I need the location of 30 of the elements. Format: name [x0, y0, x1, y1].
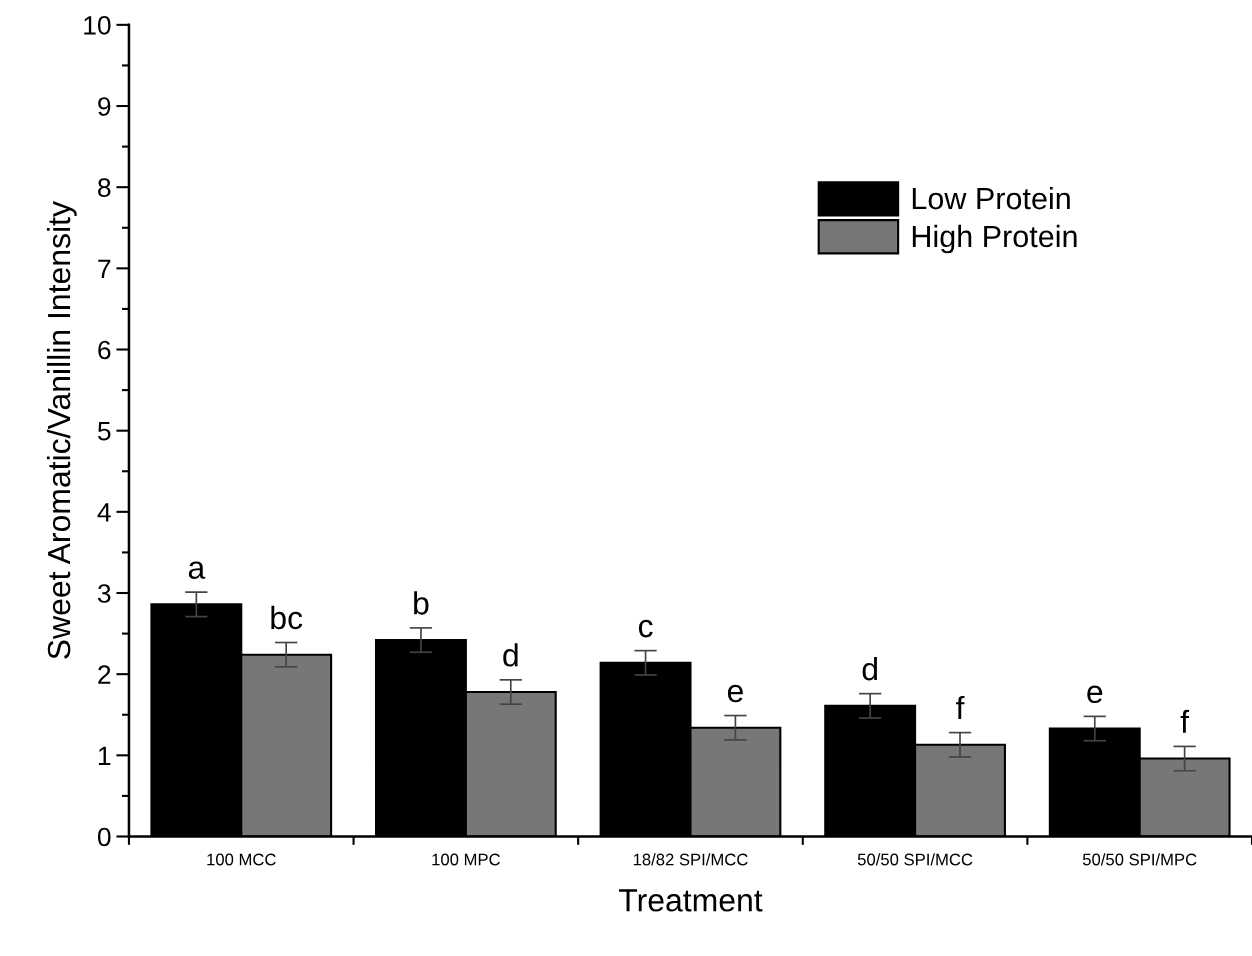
- y-tick-label: 0: [97, 827, 111, 847]
- annotation: c: [638, 619, 653, 638]
- annotation: d: [503, 643, 518, 667]
- y-tick-label: 7: [98, 259, 111, 278]
- y-tick-label: 2: [98, 665, 111, 684]
- y-tick-label: 3: [97, 584, 111, 603]
- annotation: d: [862, 656, 877, 681]
- x-tick-label: 50/50 SPI/MCC: [857, 853, 973, 866]
- y-tick-label: 4: [97, 503, 111, 522]
- y-tick-label: 5: [97, 422, 111, 441]
- annotation: b: [414, 591, 429, 615]
- annotation: a: [188, 561, 206, 579]
- annotation: e: [727, 684, 743, 703]
- x-axis-title: Treatment: [619, 889, 763, 912]
- x-tick-label: 100 MCC: [207, 853, 276, 866]
- y-tick-label: 6: [98, 340, 111, 360]
- annotation: f: [956, 695, 965, 720]
- legend-label: Low Protein: [912, 186, 1070, 210]
- y-axis-title: Sweet Aromatic/Vanillin Intensity: [46, 201, 77, 659]
- y-tick-label: 9: [98, 97, 111, 116]
- x-tick-label: 18/82 SPI/MCC: [633, 853, 748, 866]
- annotation: f: [1180, 709, 1190, 733]
- y-tick-label: 10: [84, 15, 111, 35]
- x-tick-label: 50/50 SPI/MPC: [1082, 853, 1197, 866]
- annotation: bc: [271, 605, 303, 630]
- annotation: e: [1087, 685, 1103, 704]
- y-tick-label: 8: [98, 178, 111, 198]
- x-tick-label: 100 MPC: [432, 853, 500, 866]
- y-tick-label: 1: [98, 746, 111, 765]
- legend-label: High Protein: [912, 224, 1077, 254]
